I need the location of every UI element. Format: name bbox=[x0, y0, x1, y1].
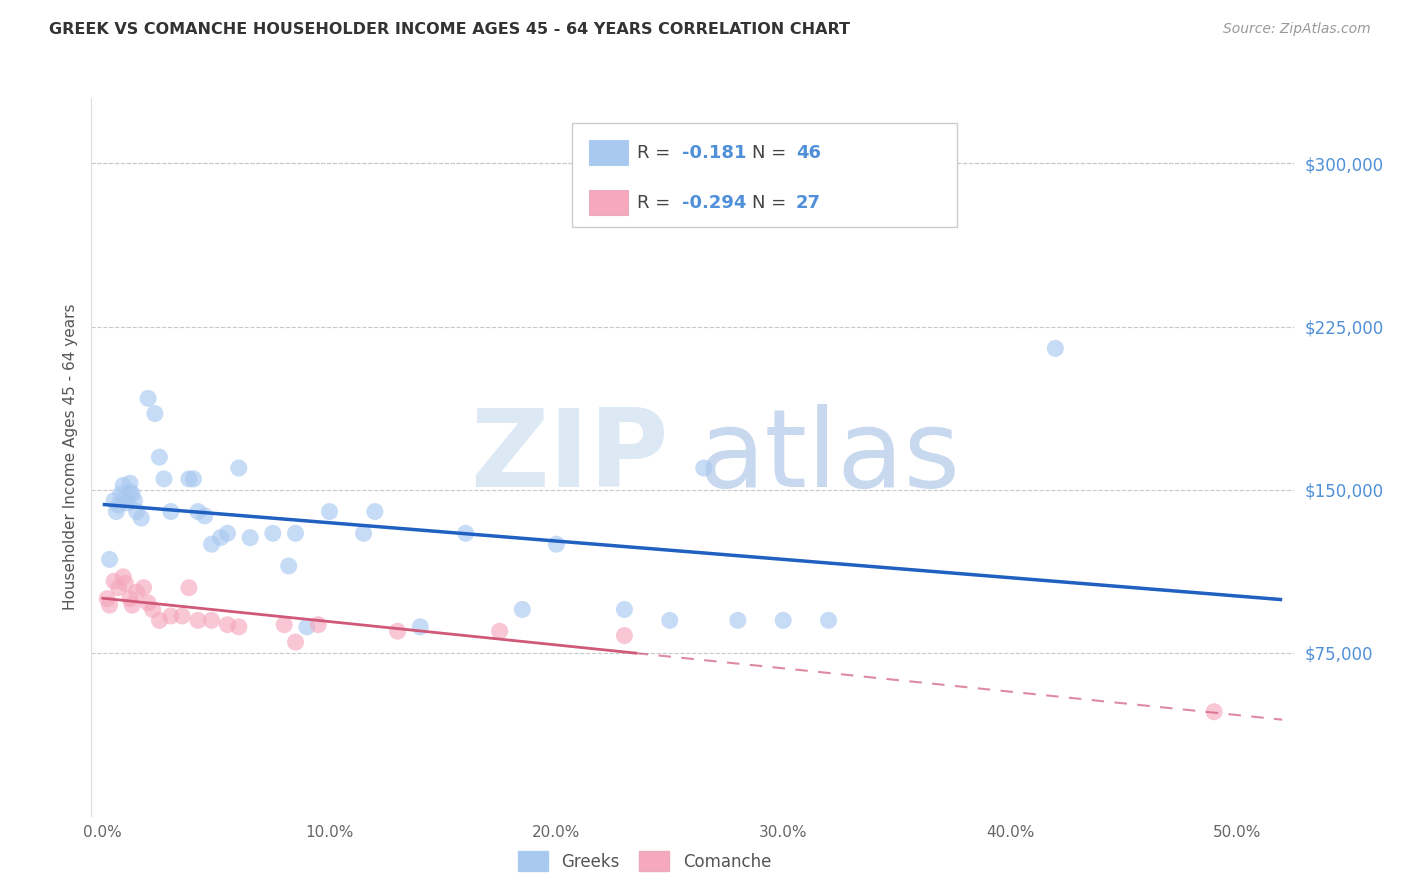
Text: Source: ZipAtlas.com: Source: ZipAtlas.com bbox=[1223, 22, 1371, 37]
Point bbox=[136, 596, 159, 610]
Point bbox=[353, 526, 375, 541]
Point bbox=[112, 570, 135, 584]
Point bbox=[118, 476, 141, 491]
Point bbox=[239, 531, 262, 545]
Text: N =: N = bbox=[752, 194, 792, 211]
Legend: Greeks, Comanche: Greeks, Comanche bbox=[509, 843, 779, 880]
Point bbox=[187, 504, 209, 518]
Point bbox=[1204, 705, 1226, 719]
Point bbox=[183, 472, 205, 486]
Point bbox=[284, 526, 307, 541]
Point bbox=[318, 504, 340, 518]
Point bbox=[159, 609, 181, 624]
Point bbox=[454, 526, 477, 541]
Point bbox=[121, 487, 143, 501]
Point bbox=[148, 613, 170, 627]
Point bbox=[117, 496, 139, 510]
Point bbox=[129, 511, 152, 525]
Text: R =: R = bbox=[637, 194, 676, 211]
Point bbox=[277, 558, 299, 573]
Point bbox=[125, 585, 148, 599]
Point bbox=[110, 487, 132, 501]
Point bbox=[114, 576, 136, 591]
Point bbox=[98, 552, 121, 566]
Point bbox=[613, 602, 636, 616]
Point bbox=[177, 581, 200, 595]
Point bbox=[194, 508, 217, 523]
Point bbox=[105, 504, 128, 518]
Point bbox=[488, 624, 510, 639]
Point bbox=[124, 493, 146, 508]
Point bbox=[159, 504, 181, 518]
Point bbox=[295, 620, 318, 634]
Point bbox=[142, 602, 165, 616]
Point bbox=[143, 407, 166, 421]
Text: N =: N = bbox=[752, 144, 792, 161]
Point bbox=[273, 617, 295, 632]
Point bbox=[153, 472, 176, 486]
Point bbox=[177, 472, 200, 486]
Point bbox=[409, 620, 432, 634]
Point bbox=[217, 526, 239, 541]
Point bbox=[118, 591, 141, 606]
Point bbox=[107, 498, 129, 512]
Point bbox=[96, 591, 118, 606]
Point bbox=[364, 504, 387, 518]
Point bbox=[103, 493, 125, 508]
Point bbox=[201, 537, 224, 551]
Point bbox=[112, 478, 135, 492]
Point bbox=[209, 531, 232, 545]
Point bbox=[201, 613, 224, 627]
Point bbox=[772, 613, 794, 627]
Point bbox=[132, 581, 155, 595]
Point bbox=[512, 602, 534, 616]
Point bbox=[103, 574, 125, 589]
Point bbox=[217, 617, 239, 632]
Text: 46: 46 bbox=[796, 144, 821, 161]
Text: atlas: atlas bbox=[699, 404, 960, 510]
Point bbox=[817, 613, 839, 627]
Point bbox=[693, 461, 716, 475]
Point bbox=[148, 450, 170, 465]
Point bbox=[118, 485, 141, 500]
Point bbox=[387, 624, 409, 639]
Point bbox=[284, 635, 307, 649]
Text: R =: R = bbox=[637, 144, 676, 161]
Text: -0.294: -0.294 bbox=[682, 194, 747, 211]
Point bbox=[1045, 342, 1067, 356]
Text: -0.181: -0.181 bbox=[682, 144, 747, 161]
Point bbox=[727, 613, 749, 627]
Text: 27: 27 bbox=[796, 194, 821, 211]
Point bbox=[125, 504, 148, 518]
Point bbox=[658, 613, 681, 627]
Point bbox=[121, 598, 143, 612]
Point bbox=[136, 392, 159, 406]
Point bbox=[172, 609, 194, 624]
Point bbox=[98, 598, 121, 612]
Point bbox=[262, 526, 284, 541]
Point bbox=[114, 491, 136, 506]
Point bbox=[107, 581, 129, 595]
Point bbox=[187, 613, 209, 627]
Point bbox=[613, 629, 636, 643]
Point bbox=[228, 620, 250, 634]
Point bbox=[307, 617, 329, 632]
Text: ZIP: ZIP bbox=[470, 404, 668, 510]
Point bbox=[546, 537, 568, 551]
Text: GREEK VS COMANCHE HOUSEHOLDER INCOME AGES 45 - 64 YEARS CORRELATION CHART: GREEK VS COMANCHE HOUSEHOLDER INCOME AGE… bbox=[49, 22, 851, 37]
Point bbox=[228, 461, 250, 475]
Y-axis label: Householder Income Ages 45 - 64 years: Householder Income Ages 45 - 64 years bbox=[62, 304, 77, 610]
